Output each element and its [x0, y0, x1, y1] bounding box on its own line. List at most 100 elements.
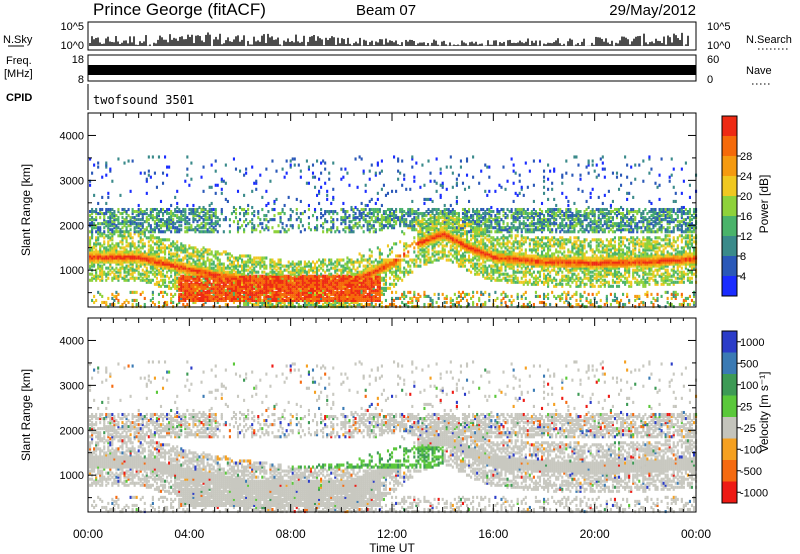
power-cell — [287, 284, 290, 288]
power-cell — [115, 214, 118, 218]
power-cell — [113, 256, 116, 260]
power-cell — [299, 260, 302, 264]
power-cell — [433, 207, 436, 212]
power-cell — [336, 228, 339, 232]
power-cell — [376, 210, 379, 214]
power-cell — [226, 284, 229, 288]
power-cell — [153, 272, 156, 276]
power-cell — [107, 260, 110, 264]
power-cell — [340, 270, 343, 274]
power-cell — [291, 266, 294, 270]
power-cell — [305, 298, 308, 303]
power-cell — [145, 278, 148, 282]
power-cell — [184, 246, 187, 250]
power-cell — [255, 187, 258, 191]
power-cell — [459, 240, 462, 244]
power-cell — [151, 216, 154, 220]
power-cell — [293, 288, 296, 292]
power-cell — [261, 290, 264, 294]
power-cell — [362, 216, 365, 220]
power-cell — [376, 292, 379, 296]
power-cell — [273, 298, 276, 303]
power-cell — [295, 207, 298, 212]
power-cell — [376, 197, 379, 201]
power-cell — [137, 230, 140, 234]
power-cell — [419, 224, 422, 228]
power-cell — [435, 207, 438, 212]
power-cell — [143, 256, 146, 260]
power-cell — [117, 216, 120, 220]
power-cell — [210, 216, 213, 220]
power-cell — [247, 268, 250, 272]
power-cell — [101, 270, 104, 274]
power-cell — [453, 214, 456, 218]
power-cell — [107, 242, 110, 246]
power-cell — [131, 266, 134, 270]
power-cell — [119, 268, 122, 272]
power-cell — [332, 286, 335, 290]
power-cell — [206, 296, 209, 300]
power-cell — [338, 268, 341, 272]
power-cell — [340, 294, 343, 298]
power-cell — [210, 286, 213, 290]
power-cell — [384, 216, 388, 220]
power-cell — [145, 252, 148, 256]
power-cell — [123, 220, 126, 224]
power-cell — [433, 179, 436, 183]
power-cell — [435, 250, 438, 254]
power-cell — [153, 236, 156, 240]
power-cell — [380, 226, 383, 230]
power-cell — [184, 290, 187, 294]
power-cell — [202, 252, 205, 256]
power-cell — [119, 270, 122, 274]
power-cell — [443, 244, 446, 248]
power-cell — [330, 276, 333, 280]
power-cell — [457, 252, 460, 256]
power-cell — [376, 161, 379, 165]
power-cell — [453, 234, 456, 238]
power-cell — [125, 220, 128, 224]
power-cell — [131, 207, 134, 212]
power-cell — [137, 240, 140, 244]
power-cell — [200, 270, 203, 274]
power-cell — [141, 224, 144, 228]
power-cell — [174, 258, 177, 262]
power-cell — [380, 252, 383, 256]
power-cell — [243, 284, 246, 288]
power-cell — [147, 274, 150, 278]
power-cell — [283, 264, 286, 268]
power-cell — [368, 278, 371, 282]
power-cell — [261, 226, 264, 230]
power-cell — [457, 226, 460, 230]
power-cell — [301, 270, 304, 274]
power-cell — [413, 292, 416, 296]
power-cell — [336, 280, 339, 284]
power-cell — [251, 270, 254, 274]
power-cell — [378, 218, 381, 222]
power-cell — [322, 282, 325, 286]
power-cell — [313, 210, 317, 214]
power-cell — [111, 242, 114, 246]
power-cell — [245, 260, 248, 264]
power-cell — [257, 300, 260, 305]
power-cell — [255, 288, 258, 292]
power-cell — [277, 290, 280, 294]
power-cell — [269, 274, 272, 278]
power-cell — [113, 212, 116, 216]
power-cell — [313, 270, 317, 274]
power-cell — [332, 266, 335, 270]
station-title: Prince George (fitACF) — [93, 0, 266, 19]
power-cell — [178, 286, 181, 290]
power-cell — [311, 278, 315, 282]
power-cell — [443, 254, 446, 258]
power-cell — [194, 250, 197, 254]
power-cell — [147, 244, 150, 248]
power-cell — [125, 258, 128, 262]
power-cell — [232, 276, 236, 280]
power-cell — [135, 222, 138, 226]
power-cell — [332, 282, 335, 286]
power-cell — [147, 270, 150, 274]
power-cell — [344, 278, 347, 282]
power-cell — [190, 288, 193, 292]
power-cell — [309, 278, 313, 282]
